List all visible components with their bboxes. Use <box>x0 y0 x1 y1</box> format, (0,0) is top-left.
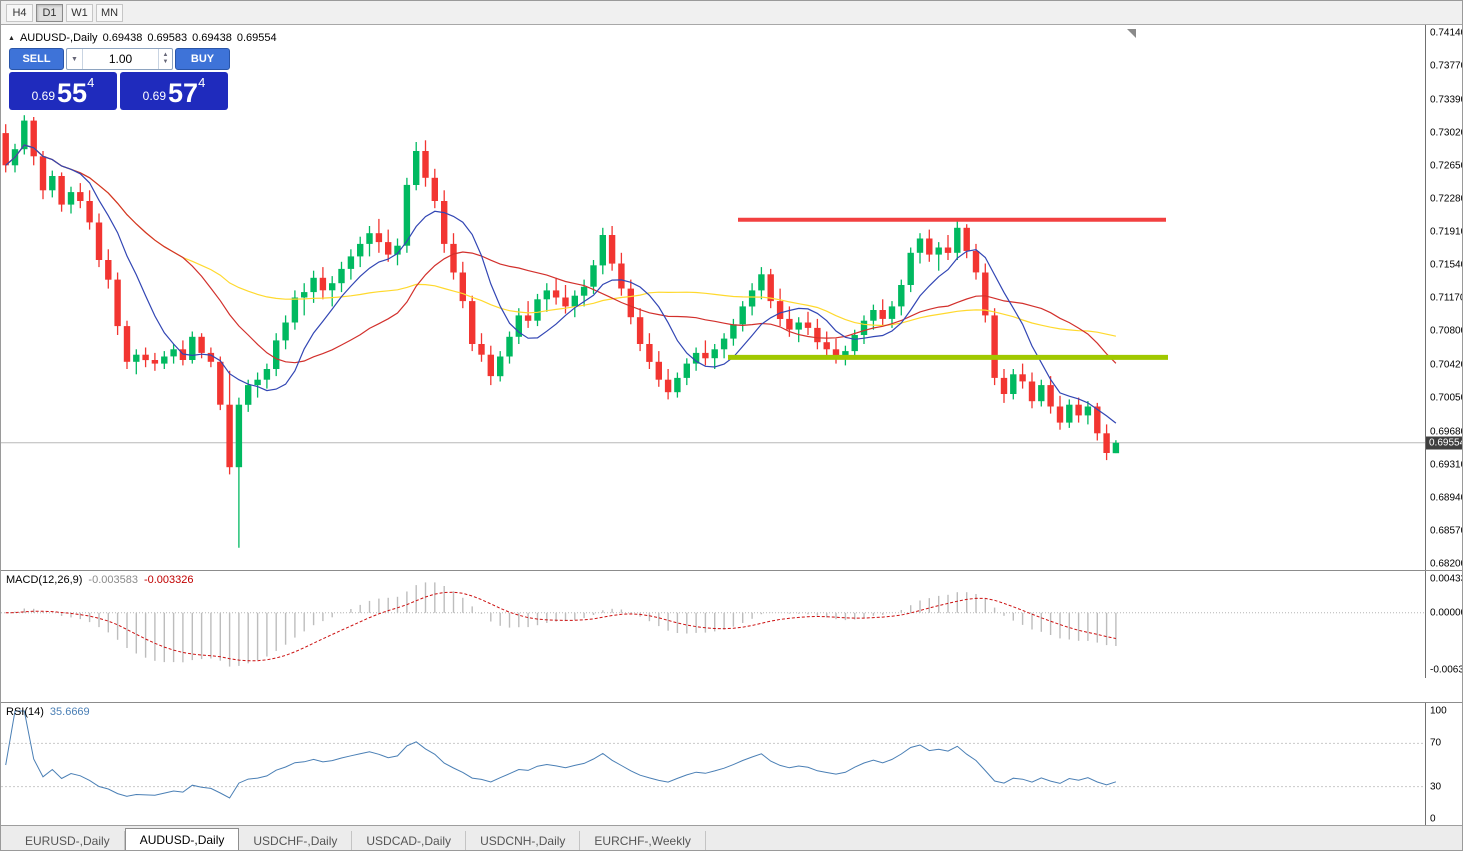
rsi-indicator-chart[interactable] <box>1 703 1425 827</box>
tab-eurusd-daily[interactable]: EURUSD-,Daily <box>11 831 125 850</box>
chart-region: ▲ AUDUSD-,Daily 0.69438 0.69583 0.69438 … <box>1 25 1463 849</box>
ohlc-low: 0.69438 <box>192 32 232 44</box>
price-scale-label: 0.72280 <box>1430 193 1463 205</box>
timeframe-mn-button[interactable]: MN <box>96 3 123 22</box>
tab-usdcad-daily[interactable]: USDCAD-,Daily <box>352 831 467 850</box>
macd-scale[interactable]: 0.004331 0.000000 -0.006373 <box>1425 571 1462 678</box>
volume-field[interactable]: ▼ 1.00 ▲ ▼ <box>66 48 173 70</box>
price-scale-label: 0.69310 <box>1430 459 1463 471</box>
bid-price-prefix: 0.69 <box>31 89 56 103</box>
spinner-down-icon[interactable]: ▼ <box>162 59 169 65</box>
price-scale-label: 0.73390 <box>1430 94 1463 106</box>
rsi-scale-label: 100 <box>1430 705 1447 717</box>
chart-tab-bar: EURUSD-,Daily AUDUSD-,Daily USDCHF-,Dail… <box>1 825 1462 850</box>
buy-quote-box[interactable]: 0.69 57 4 <box>120 72 228 110</box>
price-scale-label: 0.69680 <box>1430 426 1463 438</box>
rsi-scale-label: 70 <box>1430 737 1442 749</box>
price-chart[interactable] <box>1 25 1425 570</box>
timeframe-d1-button[interactable]: D1 <box>36 3 63 22</box>
ohlc-high: 0.69583 <box>147 32 188 44</box>
rsi-scale[interactable]: 100 70 30 0 <box>1425 703 1462 827</box>
price-scale-label: 0.70800 <box>1430 325 1463 337</box>
chart-shift-marker-icon[interactable] <box>1127 29 1136 38</box>
tab-usdchf-daily[interactable]: USDCHF-,Daily <box>239 831 353 850</box>
price-scale-label: 0.70420 <box>1430 359 1463 371</box>
ask-price-pipette: 4 <box>198 75 206 90</box>
ask-price-prefix: 0.69 <box>142 89 167 103</box>
pane-separator[interactable] <box>1 570 1462 571</box>
ohlc-open: 0.69438 <box>102 32 143 44</box>
macd-scale-label: -0.006373 <box>1430 664 1462 676</box>
timeframe-w1-button[interactable]: W1 <box>66 3 93 22</box>
sell-button[interactable]: SELL <box>9 48 64 70</box>
rsi-scale-label: 30 <box>1430 781 1442 793</box>
spinner-up-icon[interactable]: ▲ <box>162 52 169 58</box>
one-click-trading-panel: SELL ▼ 1.00 ▲ ▼ BUY 0.69 55 4 0.69 57 4 <box>9 48 230 110</box>
price-scale-label: 0.68570 <box>1430 525 1463 537</box>
price-scale[interactable]: 0.69554 0.74140 0.73770 0.73390 0.73020 0.72… <box>1425 25 1463 570</box>
sell-quote-box[interactable]: 0.69 55 4 <box>9 72 117 110</box>
price-scale-label: 0.73770 <box>1430 60 1463 72</box>
symbol-name: AUDUSD-,Daily <box>19 32 98 44</box>
bid-price-scale-label: 0.69554 <box>1426 436 1462 450</box>
tab-audusd-daily[interactable]: AUDUSD-,Daily <box>124 828 240 850</box>
chart-symbol-header: ▲ AUDUSD-,Daily 0.69438 0.69583 0.69438 … <box>8 32 277 44</box>
pane-separator[interactable] <box>1 702 1462 703</box>
macd-signal-value: -0.003326 <box>143 574 194 586</box>
ask-price-big-digits: 57 <box>168 78 199 108</box>
tab-usdcnh-daily[interactable]: USDCNH-,Daily <box>466 831 581 850</box>
ohlc-close: 0.69554 <box>236 32 277 44</box>
macd-indicator-label: MACD(12,26,9) -0.003583 -0.003326 <box>6 574 194 586</box>
rsi-value: 35.6669 <box>49 706 90 718</box>
buy-button[interactable]: BUY <box>175 48 230 70</box>
price-scale-label: 0.72650 <box>1430 160 1463 172</box>
timeframe-toolbar: H4 D1 W1 MN <box>1 1 1462 25</box>
macd-main-value: -0.003583 <box>88 574 138 586</box>
price-scale-label: 0.73020 <box>1430 127 1463 139</box>
symbol-collapse-icon[interactable]: ▲ <box>8 34 15 42</box>
rsi-name: RSI(14) <box>6 706 44 718</box>
price-scale-label: 0.71170 <box>1430 292 1463 304</box>
price-scale-label: 0.71540 <box>1430 259 1463 271</box>
macd-indicator-chart[interactable] <box>1 571 1425 678</box>
tab-eurchf-weekly[interactable]: EURCHF-,Weekly <box>580 831 706 850</box>
bid-price-pipette: 4 <box>87 75 95 90</box>
timeframe-h4-button[interactable]: H4 <box>6 3 33 22</box>
rsi-indicator-label: RSI(14) 35.6669 <box>6 706 90 718</box>
macd-scale-label: 0.004331 <box>1430 573 1462 585</box>
price-scale-label: 0.68200 <box>1430 558 1463 570</box>
volume-input[interactable]: 1.00 <box>108 52 133 66</box>
bid-price-big-digits: 55 <box>57 78 88 108</box>
volume-dropdown-icon[interactable]: ▼ <box>67 49 83 69</box>
price-scale-label: 0.70050 <box>1430 392 1463 404</box>
macd-name: MACD(12,26,9) <box>6 574 83 586</box>
macd-scale-label: 0.000000 <box>1430 607 1462 619</box>
price-scale-label: 0.68940 <box>1430 492 1463 504</box>
volume-spinner[interactable]: ▲ ▼ <box>158 49 172 69</box>
price-scale-label: 0.74140 <box>1430 27 1463 39</box>
price-scale-label: 0.71910 <box>1430 226 1463 238</box>
rsi-scale-label: 0 <box>1430 813 1436 825</box>
